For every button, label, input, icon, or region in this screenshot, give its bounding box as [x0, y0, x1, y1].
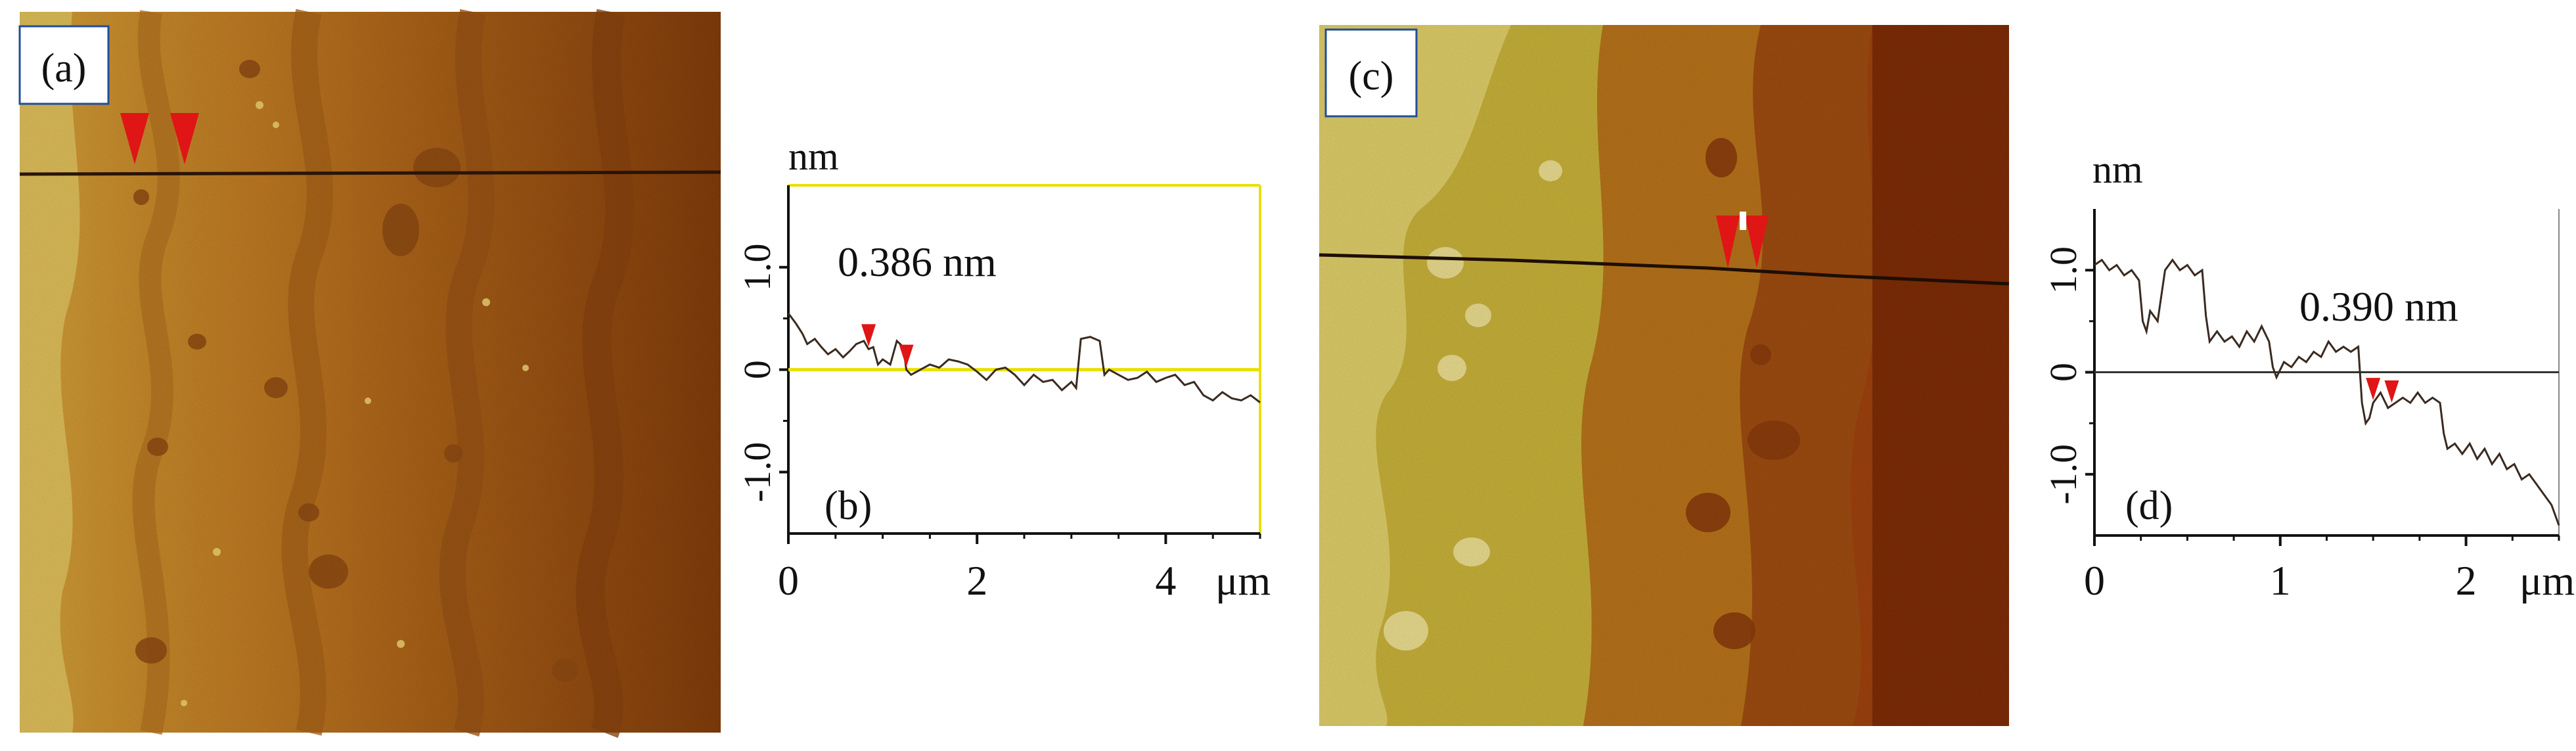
y-tick-label: -1.0 [2042, 444, 2085, 505]
svg-text:(a): (a) [41, 46, 87, 91]
y-tick-label: 0 [736, 360, 779, 379]
profile-plot-d: 1.0 0 -1.0 0 1 2 nm μm 0.390 nm (d) [2042, 148, 2575, 604]
x-tick-label: 4 [1155, 557, 1176, 604]
x-tick-label: 1 [2270, 557, 2291, 604]
x-tick-label: 0 [778, 557, 799, 604]
step-height-annotation: 0.390 nm [2299, 283, 2458, 330]
marker-c-1 [1716, 216, 1740, 268]
step-height-annotation: 0.386 nm [838, 239, 997, 285]
afm-image-c [1319, 25, 2010, 726]
cursor-marker [861, 324, 876, 347]
cursor-marker [899, 344, 914, 367]
panel-label-c: (c) [1324, 28, 1418, 118]
marker-a-1 [120, 113, 149, 164]
panel-label-d: (d) [2125, 484, 2173, 528]
cursor-marker [2366, 378, 2381, 401]
y-tick-label: -1.0 [736, 442, 779, 503]
y-unit-label: nm [788, 135, 839, 178]
x-tick-label: 2 [2456, 557, 2477, 604]
y-unit-label: nm [2092, 148, 2143, 191]
profile-plot-b: 1.0 0 -1.0 0 2 4 nm μm 0.386 nm (b) [736, 135, 1271, 604]
cursor-marker [2384, 380, 2399, 403]
panel-label-b: (b) [825, 484, 872, 528]
y-tick-label: 1.0 [2042, 246, 2085, 294]
x-unit-label: μm [2520, 557, 2575, 604]
x-unit-label: μm [1215, 557, 1271, 604]
profile-line [2094, 258, 2560, 526]
profile-line [787, 313, 1261, 403]
x-tick-label: 0 [2084, 557, 2105, 604]
marker-c-2 [1745, 216, 1769, 268]
y-tick-label: 1.0 [736, 243, 779, 291]
marker-a-2 [170, 113, 199, 164]
y-tick-label: 0 [2042, 363, 2085, 382]
afm-image-a [19, 9, 721, 739]
panel-label-a: (a) [18, 25, 110, 105]
svg-text:(c): (c) [1349, 54, 1394, 99]
x-tick-label: 2 [966, 557, 987, 604]
